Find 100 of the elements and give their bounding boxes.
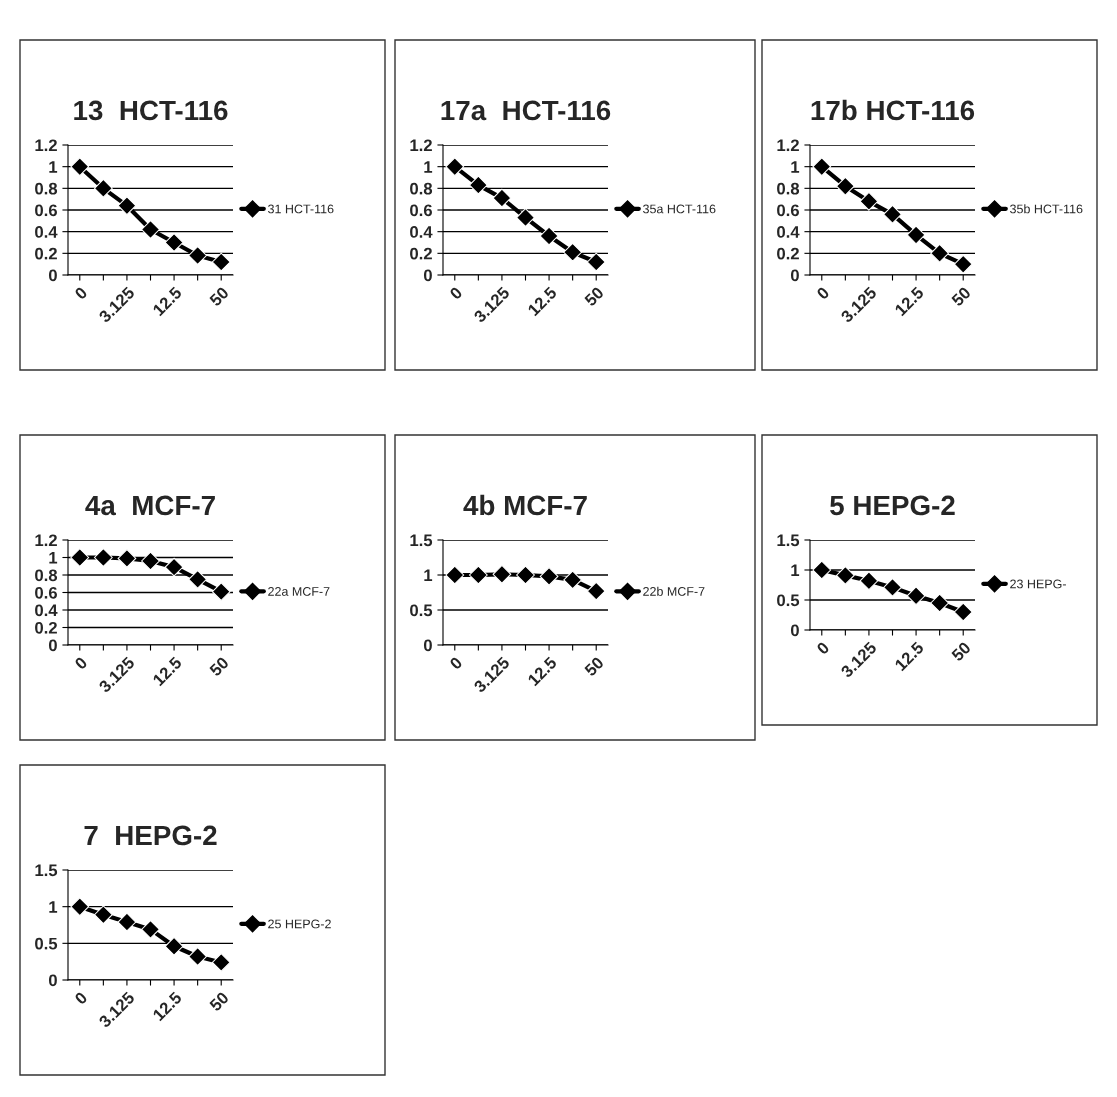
point — [812, 560, 832, 580]
legend-label: 22a MCF-7 — [268, 587, 330, 596]
point — [539, 226, 559, 246]
point — [211, 953, 231, 972]
y-tick-label: 0.4 — [777, 226, 800, 238]
y-tick-label: 0.8 — [35, 569, 58, 582]
x-tick-label: 0 — [74, 656, 88, 671]
point — [188, 947, 207, 966]
point — [117, 549, 137, 568]
y-tick-label: 1.2 — [35, 534, 57, 547]
point — [141, 220, 160, 239]
point — [953, 602, 973, 622]
point — [94, 178, 113, 198]
chart-title: 7 HEPG-2 — [84, 825, 217, 846]
y-tick-label: 1 — [424, 161, 433, 173]
y-tick-label: 1 — [791, 564, 800, 577]
point — [563, 242, 582, 262]
x-tick-label: 0 — [816, 286, 830, 301]
point — [469, 175, 488, 195]
point — [906, 225, 926, 245]
point — [70, 897, 90, 917]
point — [930, 243, 949, 263]
x-tick-label: 50 — [950, 286, 972, 307]
y-tick-label: 0.6 — [35, 204, 57, 217]
point — [469, 565, 488, 585]
legend-label: 35a HCT-116 — [643, 204, 716, 214]
y-tick-label: 1 — [49, 901, 58, 913]
y-tick-label: 0.8 — [35, 182, 58, 195]
point — [445, 565, 465, 585]
point — [211, 582, 231, 601]
y-tick-label: 0.8 — [410, 182, 433, 195]
chart-title: 4a MCF-7 — [85, 495, 215, 516]
point — [445, 157, 465, 177]
point — [141, 551, 160, 571]
x-tick-label: 50 — [950, 641, 972, 662]
y-tick-label: 1.2 — [35, 139, 57, 152]
point — [94, 905, 113, 925]
point — [211, 252, 231, 272]
x-tick-label: 50 — [208, 286, 230, 307]
chart-title: 4b MCF-7 — [463, 494, 587, 516]
point — [563, 570, 582, 590]
y-tick-label: 0 — [790, 624, 799, 637]
y-tick-label: 0.4 — [410, 226, 433, 238]
y-tick-label: 1.2 — [777, 139, 799, 152]
point — [141, 920, 160, 939]
y-tick-label: 0.2 — [777, 247, 799, 260]
point — [953, 254, 973, 274]
point — [164, 233, 184, 252]
point — [930, 593, 949, 613]
x-tick-label: 50 — [208, 656, 230, 677]
point — [539, 567, 559, 586]
point — [516, 565, 535, 585]
y-tick-label: 0 — [423, 269, 432, 282]
y-tick-label: 0.2 — [35, 621, 57, 634]
point — [586, 581, 606, 601]
point — [836, 176, 855, 196]
y-tick-label: 0 — [790, 269, 799, 282]
y-tick-label: 0.5 — [410, 604, 433, 617]
point — [859, 571, 879, 591]
chart-title: 13 HCT-116 — [74, 100, 228, 121]
x-tick-label: 0 — [74, 286, 88, 301]
x-tick-label: 50 — [583, 286, 605, 307]
chart-title: 17a HCT-116 — [441, 100, 611, 121]
point — [70, 157, 90, 177]
y-tick-label: 1.5 — [777, 534, 800, 547]
point — [586, 252, 606, 272]
point — [164, 936, 184, 956]
point — [117, 912, 137, 932]
y-tick-label: 1 — [49, 161, 58, 173]
legend-label: 31 HCT-116 — [268, 204, 334, 214]
point — [906, 586, 926, 606]
y-tick-label: 0 — [48, 974, 57, 987]
point — [859, 191, 879, 211]
legend-label: 22b MCF-7 — [643, 586, 705, 596]
point — [117, 196, 137, 216]
y-tick-label: 1.5 — [410, 534, 433, 547]
legend-label: 25 HEPG-2 — [268, 919, 331, 929]
y-tick-label: 0.8 — [777, 182, 800, 195]
point — [94, 548, 113, 567]
x-tick-label: 0 — [74, 991, 88, 1006]
y-tick-label: 0.2 — [35, 247, 57, 260]
x-tick-label: 50 — [583, 656, 605, 677]
x-tick-label: 0 — [449, 286, 463, 301]
y-tick-label: 0 — [48, 269, 57, 282]
x-tick-label: 0 — [449, 656, 463, 671]
chart-title: 5 HEPG-2 — [830, 495, 955, 516]
point — [883, 578, 902, 597]
y-tick-label: 0.6 — [35, 586, 57, 599]
y-tick-label: 0.4 — [35, 226, 58, 238]
y-tick-label: 0.5 — [35, 937, 58, 950]
y-tick-label: 0.5 — [777, 594, 800, 607]
point — [70, 548, 90, 567]
point — [812, 157, 832, 177]
point — [492, 188, 512, 208]
y-tick-label: 1 — [424, 569, 433, 582]
y-tick-label: 0.6 — [777, 204, 799, 217]
legend-label: 35b HCT-116 — [1010, 204, 1083, 214]
y-tick-label: 1 — [49, 552, 58, 564]
point — [164, 557, 184, 577]
legend-label: 23 HEPG- — [1010, 579, 1066, 589]
